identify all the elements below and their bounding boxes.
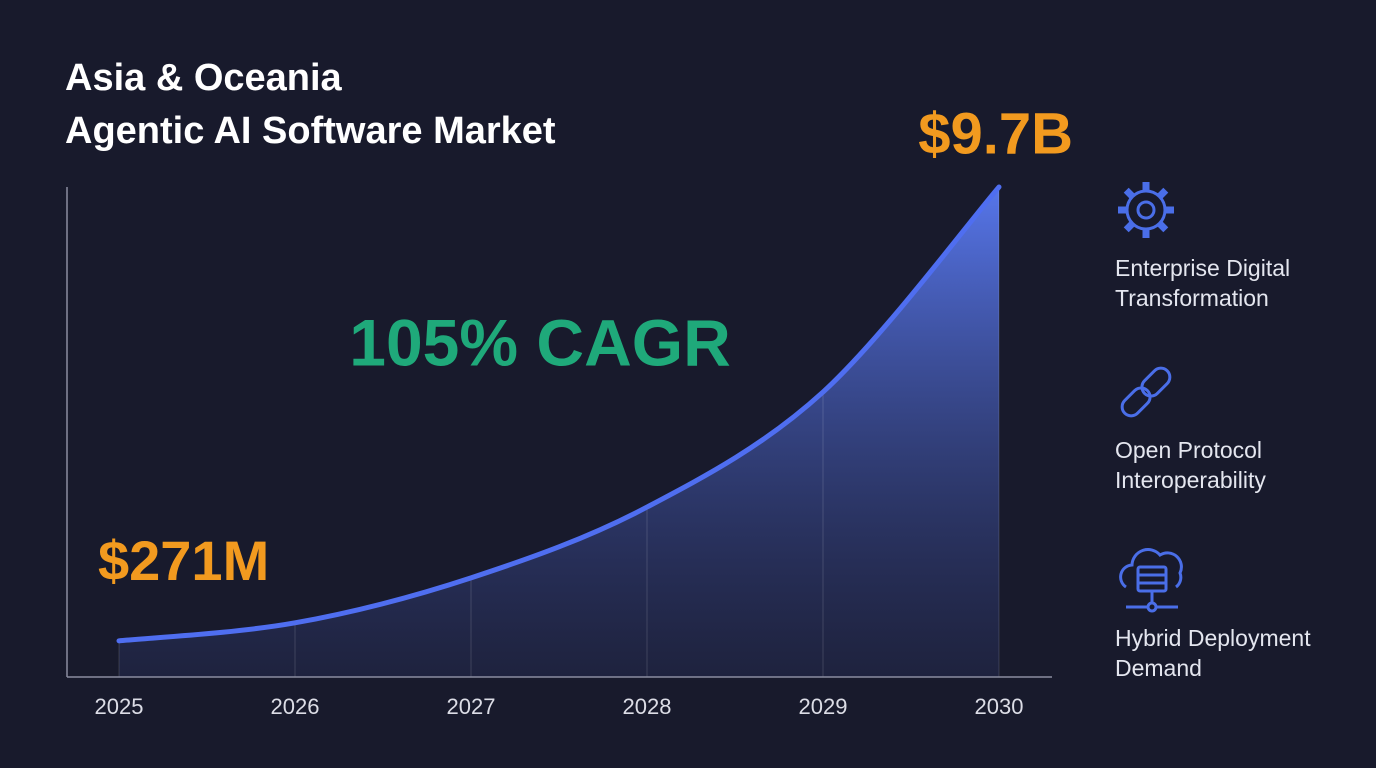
x-tick-label: 2025 xyxy=(95,694,144,719)
x-tick-label: 2026 xyxy=(271,694,320,719)
x-tick-label: 2030 xyxy=(975,694,1024,719)
driver-label: Hybrid Deployment Demand xyxy=(1115,625,1311,681)
x-tick-label: 2029 xyxy=(799,694,848,719)
driver-label: Enterprise Digital Transformation xyxy=(1115,255,1291,311)
area-fill xyxy=(119,187,999,677)
link-icon xyxy=(1120,366,1172,418)
x-tick-label: 2027 xyxy=(447,694,496,719)
value-label: $271M xyxy=(98,529,269,592)
driver-label: Open Protocol Interoperability xyxy=(1115,437,1266,493)
annotation: 105% CAGR xyxy=(349,305,730,379)
x-tick-label: 2028 xyxy=(623,694,672,719)
icons xyxy=(1118,182,1183,613)
gear-icon xyxy=(1118,182,1174,238)
cloud-icon xyxy=(1119,548,1183,613)
plot xyxy=(116,184,1002,677)
line xyxy=(116,184,1002,644)
chart-title: Agentic AI Software Market xyxy=(65,110,556,152)
chart-title: Asia & Oceania xyxy=(65,57,343,99)
value-label: $9.7B xyxy=(918,101,1073,166)
